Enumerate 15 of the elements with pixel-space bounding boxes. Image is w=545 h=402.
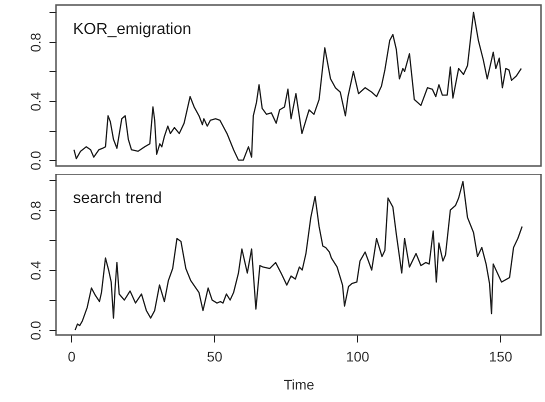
- x-tick-label: 100: [346, 348, 370, 364]
- y-tick-label: 0.0: [28, 320, 44, 340]
- y-tick-label: 0.8: [28, 32, 44, 52]
- x-axis-title: Time: [284, 376, 315, 392]
- line-series: [73, 12, 522, 161]
- x-tick-label: 150: [488, 348, 512, 364]
- x-tick-label: 0: [68, 348, 76, 364]
- annotation: KOR_emigration: [73, 21, 192, 38]
- y-tick-label: 0.0: [28, 150, 44, 170]
- y-tick-label: 0.8: [28, 200, 44, 220]
- y-tick-label: 0.4: [28, 260, 44, 280]
- line-series: [74, 180, 523, 331]
- y-tick-label: 0.4: [28, 92, 44, 112]
- annotation: search trend: [73, 190, 162, 207]
- x-tick-label: 50: [206, 348, 223, 364]
